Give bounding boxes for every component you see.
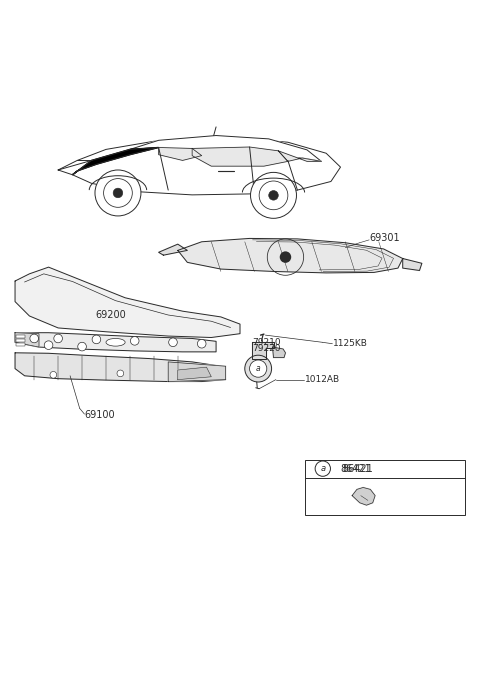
Circle shape	[113, 188, 123, 198]
Circle shape	[44, 341, 53, 350]
Polygon shape	[168, 362, 226, 381]
Polygon shape	[192, 147, 288, 166]
Text: 86421: 86421	[342, 464, 372, 474]
Polygon shape	[252, 342, 274, 359]
Polygon shape	[58, 138, 340, 195]
Text: 79210: 79210	[252, 338, 281, 347]
Polygon shape	[15, 353, 226, 381]
Text: 69301: 69301	[369, 233, 400, 243]
Circle shape	[315, 461, 330, 477]
Text: 86421: 86421	[340, 464, 371, 474]
Text: 1125KB: 1125KB	[333, 340, 368, 348]
Polygon shape	[72, 148, 158, 175]
Polygon shape	[158, 148, 202, 161]
Text: 1012AB: 1012AB	[305, 375, 340, 384]
Circle shape	[280, 251, 291, 263]
Polygon shape	[403, 259, 422, 271]
Bar	[16, 343, 25, 346]
Circle shape	[30, 334, 38, 343]
Circle shape	[78, 342, 86, 351]
Polygon shape	[273, 347, 286, 358]
Bar	[16, 339, 25, 342]
Polygon shape	[178, 238, 403, 273]
Polygon shape	[130, 136, 322, 161]
Circle shape	[251, 172, 297, 218]
Polygon shape	[15, 333, 39, 347]
Circle shape	[50, 371, 57, 378]
Text: 69100: 69100	[84, 410, 115, 420]
Circle shape	[117, 370, 124, 377]
Text: 69200: 69200	[96, 310, 126, 321]
Text: a: a	[320, 464, 325, 473]
Circle shape	[197, 340, 206, 348]
Circle shape	[95, 170, 141, 216]
Polygon shape	[278, 151, 322, 161]
Text: a: a	[255, 364, 260, 373]
Circle shape	[245, 355, 272, 382]
Polygon shape	[15, 267, 240, 338]
Circle shape	[54, 334, 62, 343]
Circle shape	[168, 338, 177, 346]
Bar	[305, 460, 465, 514]
Circle shape	[269, 190, 278, 200]
Circle shape	[250, 360, 267, 377]
Polygon shape	[158, 244, 187, 255]
Polygon shape	[352, 487, 375, 505]
Polygon shape	[178, 367, 211, 379]
Ellipse shape	[106, 338, 125, 346]
Circle shape	[131, 337, 139, 345]
Bar	[16, 335, 25, 338]
Text: 79220: 79220	[252, 344, 280, 353]
Circle shape	[92, 335, 101, 344]
Polygon shape	[15, 333, 216, 352]
